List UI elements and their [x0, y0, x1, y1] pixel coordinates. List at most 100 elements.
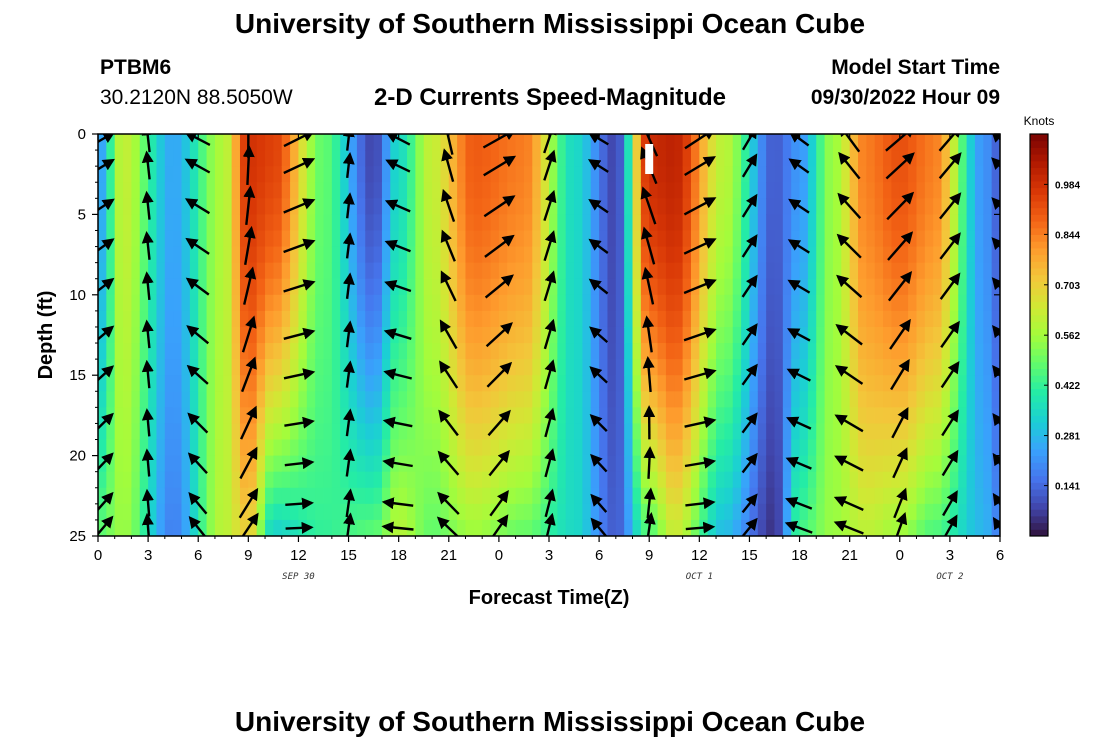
heatmap-cell [649, 198, 659, 215]
heatmap-cell [749, 375, 759, 392]
heatmap-cell [381, 246, 391, 264]
heatmap-cell [198, 471, 208, 489]
heatmap-cell [657, 455, 667, 473]
heatmap-cell [98, 246, 107, 264]
heatmap-cell [724, 487, 734, 505]
heatmap-cell [457, 150, 467, 167]
heatmap-cell [256, 262, 266, 280]
heatmap-cell [173, 214, 183, 232]
heatmap-cell [899, 423, 909, 441]
heatmap-cell [498, 439, 508, 457]
heatmap-cell [248, 326, 258, 344]
heatmap-cell [782, 375, 792, 392]
heatmap-cell [148, 519, 158, 536]
heatmap-cell [131, 278, 141, 296]
heatmap-cell [782, 310, 792, 328]
heatmap-cell [473, 262, 483, 280]
heatmap-cell [824, 230, 834, 248]
heatmap-cell [315, 182, 325, 199]
heatmap-cell [340, 294, 350, 312]
current-arrow [837, 192, 862, 220]
heatmap-cell [239, 150, 249, 167]
heatmap-cell [941, 278, 951, 296]
heatmap-cell [473, 359, 483, 376]
heatmap-cell [189, 150, 199, 167]
heatmap-cell [139, 471, 149, 489]
heatmap-cell [365, 326, 375, 344]
heatmap-cell [590, 375, 600, 392]
heatmap-cell [799, 375, 809, 392]
heatmap-cell [916, 166, 926, 183]
heatmap-cell [941, 230, 951, 248]
heatmap-cell [265, 359, 274, 376]
heatmap-cell [607, 359, 617, 376]
heatmap-cell [766, 503, 776, 521]
heatmap-cell [139, 423, 149, 441]
heatmap-cell [757, 487, 767, 505]
heatmap-cell [532, 439, 542, 457]
heatmap-cell [624, 326, 634, 344]
current-arrow [186, 325, 210, 345]
heatmap-cell [941, 166, 951, 183]
heatmap-cell [315, 150, 325, 167]
heatmap-cell [665, 294, 675, 312]
heatmap-cell [757, 391, 767, 408]
heatmap-cell [198, 487, 208, 505]
heatmap-cell [607, 326, 617, 344]
heatmap-cell [866, 503, 876, 521]
heatmap-cell [582, 310, 592, 328]
heatmap-cell [114, 134, 124, 151]
heatmap-cell [523, 310, 533, 328]
heatmap-cell [924, 134, 934, 151]
heatmap-cell [448, 134, 458, 151]
heatmap-cell [114, 166, 124, 183]
heatmap-cell [265, 310, 274, 328]
heatmap-cell [139, 343, 149, 360]
heatmap-cell [231, 455, 241, 473]
heatmap-cell [699, 262, 709, 280]
heatmap-cell [306, 455, 316, 473]
heatmap-cell [498, 214, 508, 232]
heatmap-cell [891, 182, 901, 199]
heatmap-cell [615, 503, 625, 521]
heatmap-cell [214, 439, 224, 457]
colorbar-segment [1030, 495, 1048, 503]
heatmap-cell [214, 166, 224, 183]
colorbar-segment [1030, 288, 1048, 296]
heatmap-cell [624, 310, 634, 328]
heatmap-cell [532, 503, 542, 521]
heatmap-cell [807, 359, 817, 376]
heatmap-cell [791, 182, 801, 199]
heatmap-cell [490, 471, 500, 489]
heatmap-cell [824, 294, 834, 312]
heatmap-cell [164, 214, 174, 232]
heatmap-cell [624, 214, 634, 232]
heatmap-cell [632, 326, 642, 344]
heatmap-cell [557, 455, 567, 473]
heatmap-cell [941, 391, 951, 408]
current-arrow [544, 448, 556, 478]
heatmap-cell [974, 262, 984, 280]
heatmap-cell [507, 359, 517, 376]
heatmap-cell [690, 214, 700, 232]
x-tick-label: 21 [440, 547, 457, 564]
heatmap-cell [565, 166, 575, 183]
heatmap-cell [323, 310, 333, 328]
colorbar-segment [1030, 314, 1048, 323]
heatmap-cell [657, 278, 667, 296]
heatmap-cell [983, 134, 993, 151]
heatmap-cell [381, 294, 391, 312]
heatmap-cell [465, 423, 475, 441]
heatmap-cell [883, 182, 893, 199]
heatmap-cell [398, 230, 408, 248]
heatmap-cell [941, 519, 951, 536]
heatmap-cell [665, 503, 675, 521]
heatmap-cell [732, 359, 742, 376]
heatmap-cell [123, 150, 133, 167]
current-arrow [283, 238, 316, 254]
current-arrow [283, 157, 316, 175]
heatmap-cell [373, 519, 383, 536]
x-tick-label: 15 [340, 547, 357, 564]
heatmap-cell [624, 519, 634, 536]
heatmap-cell [540, 294, 550, 312]
